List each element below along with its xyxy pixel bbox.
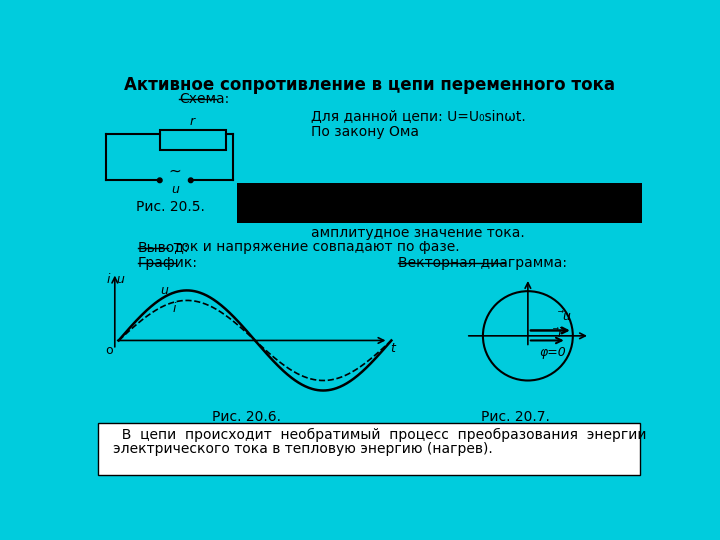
Text: u: u: [171, 183, 179, 195]
Text: t: t: [390, 342, 395, 355]
Text: r: r: [190, 115, 195, 128]
Text: ⃗i: ⃗i: [559, 327, 562, 340]
Text: u: u: [160, 285, 168, 298]
Text: u: u: [117, 273, 125, 286]
Text: i: i: [107, 273, 110, 286]
Text: Рис. 20.7.: Рис. 20.7.: [482, 410, 550, 424]
Text: ~: ~: [169, 164, 181, 179]
Text: Для данной цепи: U=U₀sinωt.: Для данной цепи: U=U₀sinωt.: [311, 110, 526, 124]
Text: Рис. 20.6.: Рис. 20.6.: [212, 410, 282, 424]
Text: ток и напряжение совпадают по фазе.: ток и напряжение совпадают по фазе.: [169, 240, 459, 254]
Bar: [238, 183, 642, 222]
Bar: [160, 130, 225, 150]
Text: Рис. 20.5.: Рис. 20.5.: [137, 200, 205, 213]
Text: Вывод:: Вывод:: [138, 240, 189, 254]
Text: o: o: [105, 345, 112, 357]
Text: φ=0: φ=0: [539, 346, 566, 359]
Text: По закону Ома: По закону Ома: [311, 125, 419, 139]
Bar: [98, 423, 640, 475]
Circle shape: [189, 178, 193, 183]
Circle shape: [158, 178, 162, 183]
Text: Векторная диаграмма:: Векторная диаграмма:: [398, 256, 567, 270]
Text: электрического тока в тепловую энергию (нагрев).: электрического тока в тепловую энергию (…: [113, 442, 493, 456]
Text: амплитудное значение тока.: амплитудное значение тока.: [311, 226, 525, 240]
Text: Схема:: Схема:: [179, 92, 230, 106]
Text: ⃗u: ⃗u: [564, 310, 572, 323]
Text: Активное сопротивление в цепи переменного тока: Активное сопротивление в цепи переменног…: [124, 76, 614, 93]
Text: В  цепи  происходит  необратимый  процесс  преобразования  энергии: В цепи происходит необратимый процесс пр…: [113, 428, 647, 442]
Text: График:: График:: [138, 256, 198, 270]
Text: i: i: [173, 302, 176, 315]
